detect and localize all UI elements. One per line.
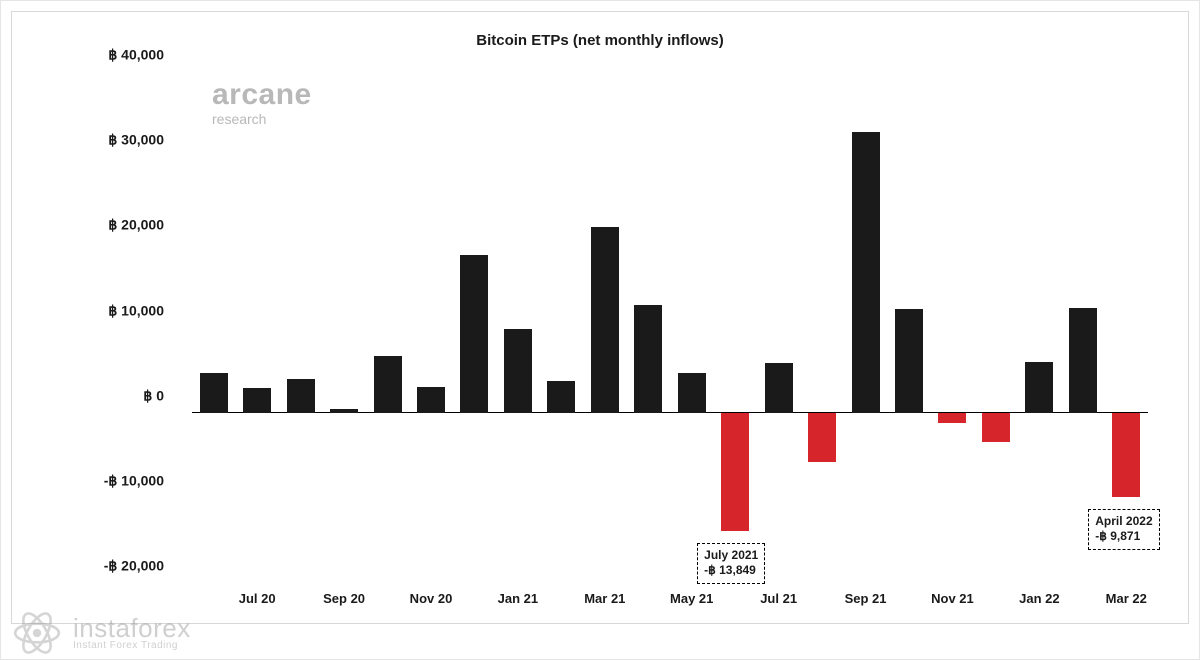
annotation-line: -฿ 13,849 xyxy=(704,563,758,579)
x-tick-label: Jul 20 xyxy=(239,591,276,606)
x-tick-label: Sep 21 xyxy=(845,591,887,606)
bar xyxy=(1069,308,1097,413)
bar xyxy=(591,227,619,413)
y-tick-label: -฿ 10,000 xyxy=(104,472,164,489)
instaforex-text: instaforex Instant Forex Trading xyxy=(73,615,191,651)
instaforex-watermark: instaforex Instant Forex Trading xyxy=(11,607,191,659)
x-tick-label: May 21 xyxy=(670,591,713,606)
plot-area: -฿ 20,000-฿ 10,000฿ 0฿ 10,000฿ 20,000฿ 3… xyxy=(192,72,1148,583)
y-tick-label: ฿ 40,000 xyxy=(108,47,164,64)
y-tick-label: ฿ 10,000 xyxy=(108,302,164,319)
bar xyxy=(547,381,575,413)
bar xyxy=(243,388,271,413)
bar xyxy=(852,132,880,413)
bar xyxy=(504,329,532,412)
chart-title: Bitcoin ETPs (net monthly inflows) xyxy=(12,32,1188,49)
bar xyxy=(765,363,793,412)
x-tick-label: Sep 20 xyxy=(323,591,365,606)
bar xyxy=(678,373,706,413)
bar xyxy=(460,255,488,413)
annotation-box: April 2022-฿ 9,871 xyxy=(1088,509,1159,550)
x-tick-label: Nov 20 xyxy=(410,591,453,606)
bar xyxy=(287,379,315,412)
bar xyxy=(895,309,923,413)
x-tick-label: Jan 22 xyxy=(1019,591,1059,606)
bar xyxy=(634,305,662,412)
bar xyxy=(808,413,836,462)
instaforex-brand: instaforex xyxy=(73,615,191,641)
y-tick-label: ฿ 20,000 xyxy=(108,217,164,234)
bar xyxy=(1025,362,1053,412)
annotation-box: July 2021-฿ 13,849 xyxy=(697,543,765,584)
annotation-line: July 2021 xyxy=(704,548,758,564)
chart-container: Bitcoin ETPs (net monthly inflows) arcan… xyxy=(11,11,1189,624)
x-tick-label: Jan 21 xyxy=(498,591,538,606)
y-tick-label: ฿ 30,000 xyxy=(108,132,164,149)
bar xyxy=(721,413,749,531)
bar xyxy=(417,387,445,413)
bar xyxy=(982,413,1010,442)
x-tick-label: Mar 22 xyxy=(1106,591,1147,606)
annotation-line: April 2022 xyxy=(1095,514,1152,530)
annotation-line: -฿ 9,871 xyxy=(1095,529,1152,545)
y-tick-label: ฿ 0 xyxy=(143,387,164,404)
instaforex-tagline: Instant Forex Trading xyxy=(73,641,191,651)
bar xyxy=(330,409,358,412)
bar xyxy=(938,413,966,423)
bar xyxy=(374,356,402,412)
y-tick-label: -฿ 20,000 xyxy=(104,558,164,575)
bar xyxy=(1112,413,1140,497)
instaforex-icon xyxy=(11,607,63,659)
x-tick-label: Nov 21 xyxy=(931,591,974,606)
bar xyxy=(200,373,228,413)
x-tick-label: Mar 21 xyxy=(584,591,625,606)
x-tick-label: Jul 21 xyxy=(760,591,797,606)
